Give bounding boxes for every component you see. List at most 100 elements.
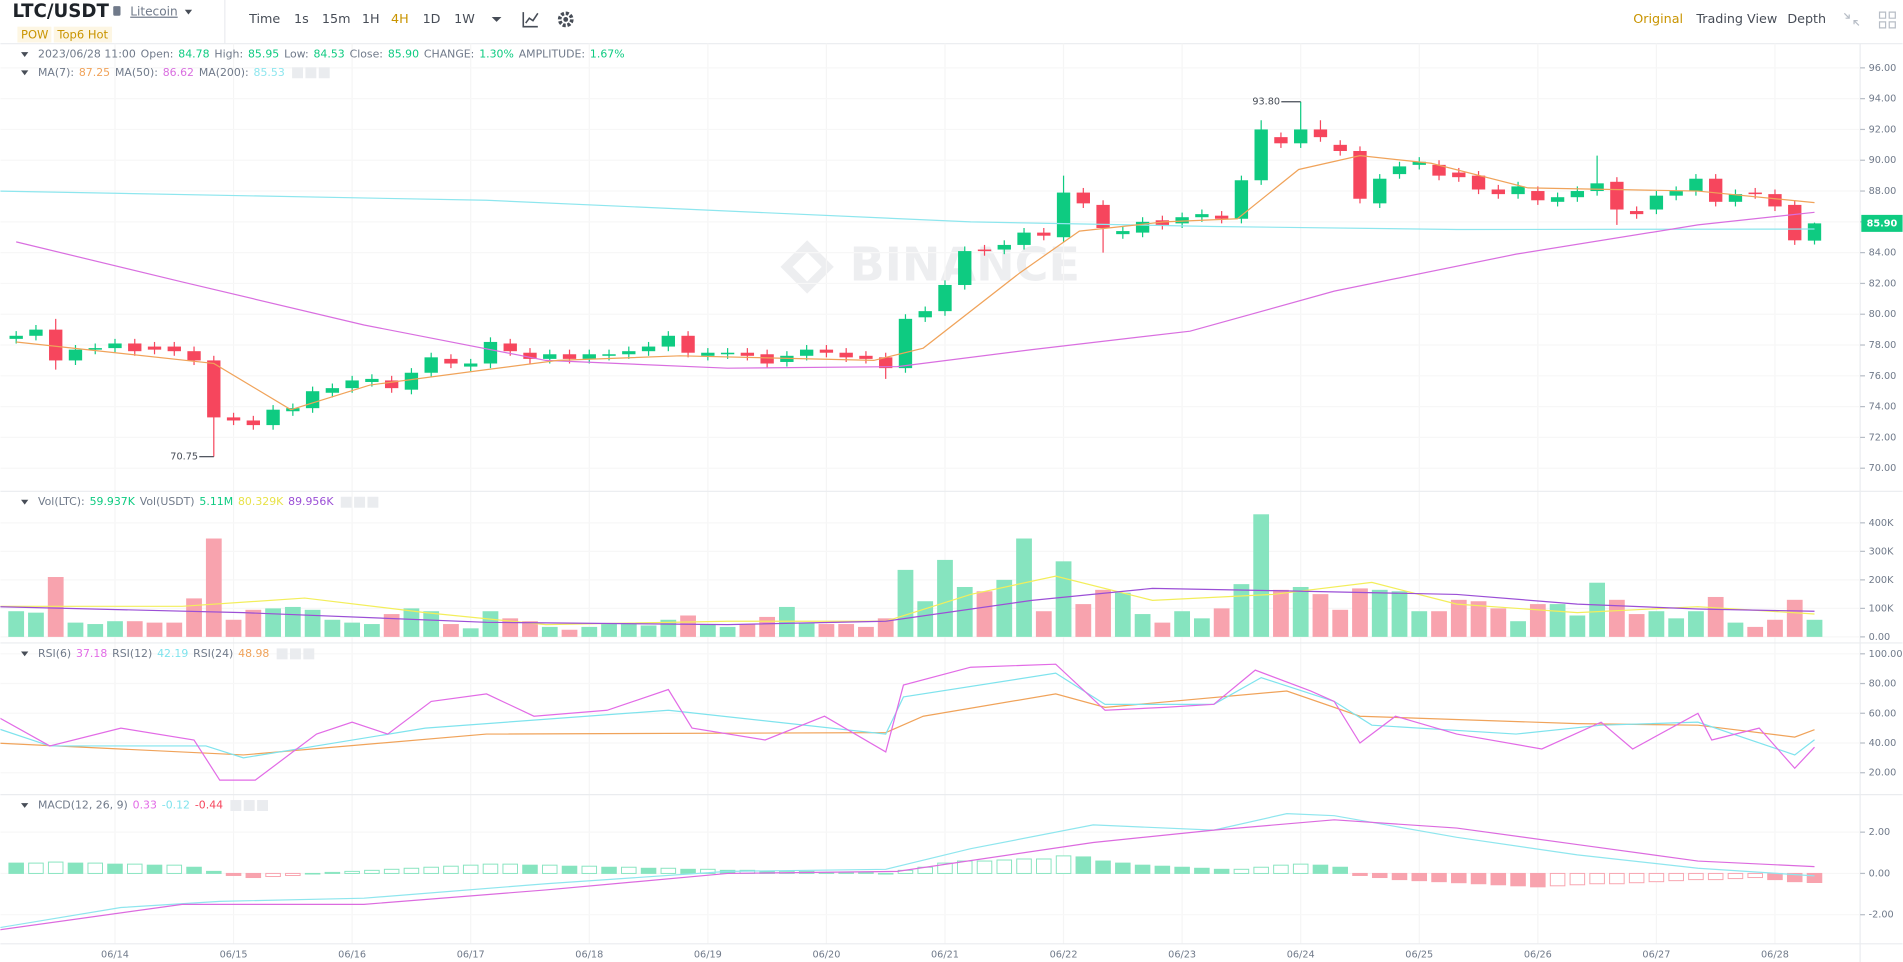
candle-body — [1116, 231, 1130, 235]
volume-bar — [344, 622, 361, 637]
interval-button[interactable]: Time — [248, 12, 280, 27]
dropdown-icon[interactable] — [184, 9, 193, 15]
volume-bar — [186, 598, 202, 637]
legend-text: High: — [214, 48, 243, 61]
candle-body — [49, 329, 63, 361]
macd-bar — [700, 868, 716, 874]
macd-bar — [581, 865, 598, 874]
macd-bar — [1292, 863, 1309, 874]
legend-tool-icon[interactable] — [354, 496, 366, 508]
legend-tool-icon[interactable] — [305, 67, 317, 79]
x-tick-label: 06/24 — [1287, 950, 1315, 961]
macd-bar — [1174, 866, 1190, 874]
legend-tool-icon[interactable] — [303, 648, 315, 660]
view-tab[interactable]: Trading View — [1695, 12, 1777, 27]
y-tick-label: -2.00 — [1869, 910, 1894, 921]
y-tick-label: 94.00 — [1869, 94, 1897, 105]
macd-bar — [1194, 867, 1210, 874]
legend-text: 86.62 — [163, 66, 194, 79]
collapse-arrow[interactable] — [21, 803, 29, 808]
volume-bar — [779, 606, 795, 637]
candle-body — [701, 352, 715, 356]
legend-tool-icon[interactable] — [290, 648, 301, 660]
legend-text: AMPLITUDE: — [519, 48, 585, 61]
indicator-icon[interactable] — [522, 12, 539, 28]
macd-bar — [225, 872, 242, 876]
layout-icon[interactable] — [1878, 11, 1896, 29]
interval-button[interactable]: 1H — [362, 12, 380, 27]
symbol[interactable]: LTC/USDT — [13, 1, 110, 22]
volume-bar — [225, 619, 242, 637]
candle-body — [740, 352, 755, 356]
candle-body — [1294, 129, 1308, 144]
legend-tool-icon[interactable] — [318, 67, 330, 79]
legend-text: 37.18 — [76, 647, 107, 660]
volume-bar — [87, 624, 104, 637]
legend-tool-icon[interactable] — [367, 496, 379, 508]
volume-bar — [601, 624, 617, 637]
view-tab[interactable]: Original — [1633, 12, 1683, 27]
legend-text: MA(50): — [115, 66, 158, 79]
interval-button[interactable]: 1D — [423, 12, 441, 27]
settings-icon[interactable] — [557, 11, 574, 28]
macd-bar — [47, 861, 64, 874]
collapse-arrow[interactable] — [21, 651, 29, 657]
legend-text: 2023/06/28 11:00 — [38, 48, 136, 61]
interval-button[interactable]: 1s — [294, 12, 309, 27]
legend-tool-icon[interactable] — [276, 648, 288, 660]
macd-bar — [1431, 872, 1447, 883]
coin-name[interactable]: Litecoin — [130, 5, 177, 19]
legend-tool-icon[interactable] — [257, 800, 268, 811]
collapse-arrow[interactable] — [21, 52, 29, 58]
volume-bar — [759, 616, 776, 637]
macd-bar — [996, 859, 1013, 874]
legend-tool-icon[interactable] — [230, 800, 242, 811]
interval-button[interactable]: 1W — [454, 12, 475, 27]
macd-bar — [1569, 872, 1586, 886]
candle-body — [819, 349, 834, 353]
candle-body — [977, 249, 992, 252]
candle-body — [1135, 221, 1150, 233]
collapse-icon[interactable] — [1843, 12, 1860, 26]
macd-bar — [126, 863, 143, 874]
candle-body — [958, 251, 972, 285]
legend-tool-icon[interactable] — [292, 67, 303, 79]
volume-bar — [1608, 599, 1625, 637]
indicator-line — [0, 575, 1815, 626]
volume-bar — [1529, 604, 1546, 637]
macd-bar — [206, 870, 222, 874]
more-intervals[interactable] — [491, 16, 502, 22]
legend-text: MA(200): — [199, 66, 249, 79]
legend-text: -0.12 — [162, 799, 190, 812]
candle-body — [1274, 137, 1288, 144]
volume-bar — [640, 625, 657, 637]
volume-bar — [1253, 514, 1270, 637]
x-tick-label: 06/17 — [457, 950, 485, 961]
view-tab[interactable]: Depth — [1787, 12, 1826, 27]
indicator-line — [0, 190, 1815, 231]
volume-bar — [541, 626, 558, 637]
volume-bar — [1510, 621, 1526, 637]
legend-text: Vol(USDT) — [140, 495, 195, 508]
collapse-arrow[interactable] — [21, 499, 29, 505]
price-tag — [1861, 214, 1903, 232]
tag-bg — [17, 26, 52, 43]
legend-text: 1.67% — [590, 48, 625, 61]
interval-button[interactable]: 4H — [391, 12, 409, 27]
candle-body — [543, 354, 557, 359]
collapse-arrow[interactable] — [21, 70, 29, 76]
legend-tool-icon[interactable] — [243, 800, 255, 811]
macd-bar — [107, 863, 123, 874]
min-label: 70.75 — [170, 452, 198, 463]
legend-tool-icon[interactable] — [340, 496, 352, 508]
x-tick-label: 06/21 — [931, 950, 959, 961]
candle-body — [1373, 178, 1387, 204]
candle-body — [1689, 178, 1703, 192]
interval-button[interactable]: 15m — [322, 12, 351, 27]
macd-bar — [1134, 864, 1151, 874]
macd-bar — [462, 864, 479, 874]
macd-bar — [601, 866, 617, 874]
candle-body — [1452, 172, 1466, 178]
volume-bar — [1095, 589, 1111, 637]
volume-bar — [205, 538, 222, 637]
